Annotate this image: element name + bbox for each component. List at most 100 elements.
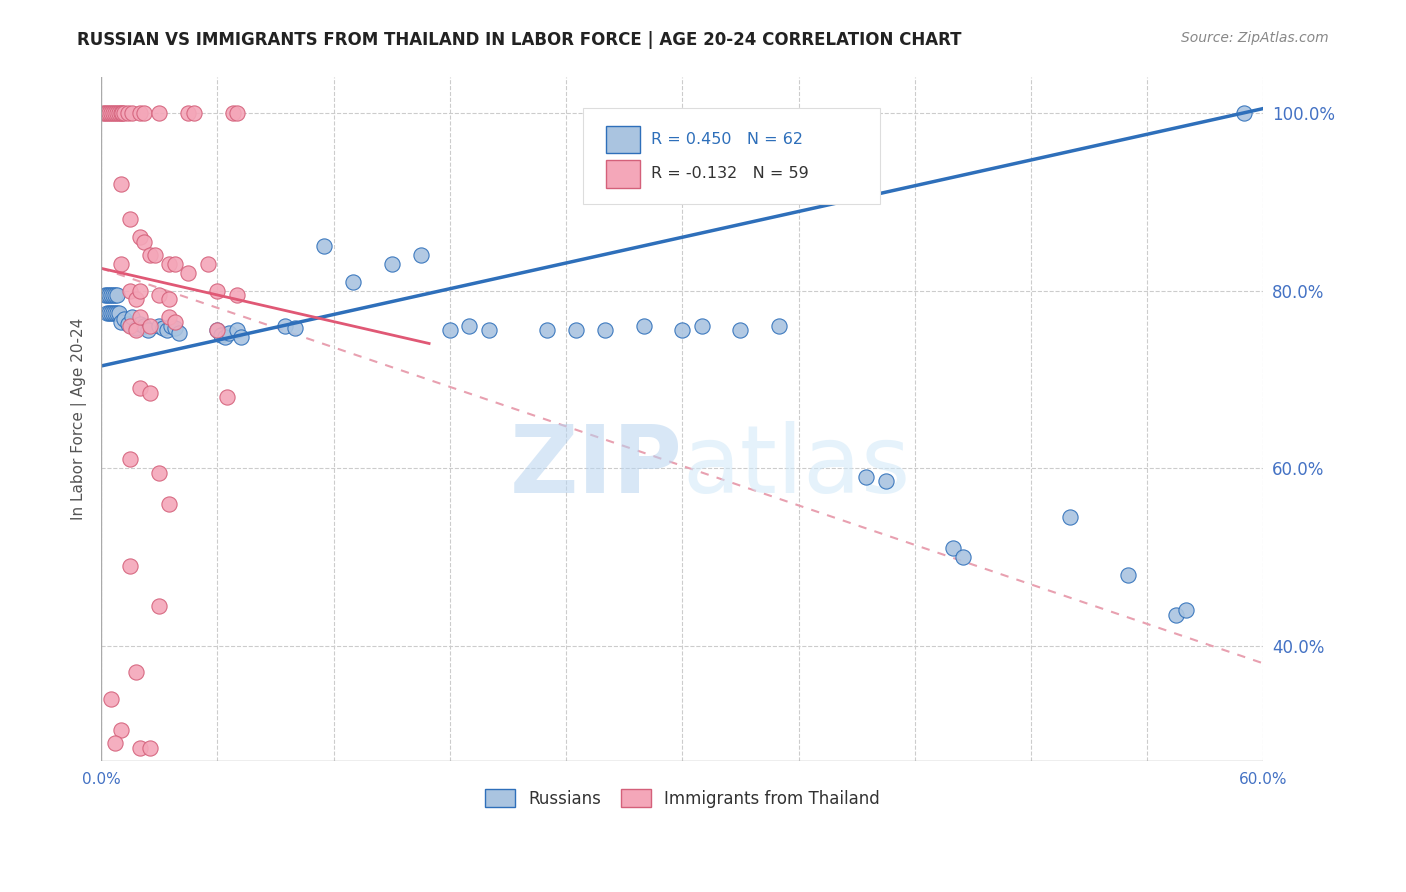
Point <box>128 106 150 120</box>
Point <box>152 321 174 335</box>
Point <box>229 329 252 343</box>
Point <box>100 306 122 320</box>
Text: 60.0%: 60.0% <box>1239 772 1288 787</box>
Text: Source: ZipAtlas.com: Source: ZipAtlas.com <box>1181 31 1329 45</box>
Point <box>439 323 461 337</box>
Point <box>107 106 129 120</box>
Point <box>671 323 693 337</box>
Point <box>177 106 200 120</box>
Point <box>105 288 128 302</box>
Point <box>112 106 135 120</box>
Point <box>121 310 143 325</box>
Point <box>125 665 148 680</box>
Point <box>690 319 713 334</box>
Point <box>128 230 150 244</box>
Point <box>120 212 142 227</box>
Point <box>148 106 170 120</box>
Text: ZIP: ZIP <box>509 421 682 513</box>
Point <box>96 106 118 120</box>
Point <box>110 257 132 271</box>
Point <box>101 288 124 302</box>
Point <box>107 306 129 320</box>
Point <box>157 293 180 307</box>
Point <box>111 106 134 120</box>
Point <box>120 452 142 467</box>
Point <box>148 466 170 480</box>
Point <box>96 306 118 320</box>
Point <box>312 239 335 253</box>
Point <box>120 284 142 298</box>
Text: 0.0%: 0.0% <box>82 772 121 787</box>
Point <box>633 319 655 334</box>
Point <box>101 106 124 120</box>
FancyBboxPatch shape <box>583 108 880 204</box>
Point <box>225 288 247 302</box>
Point <box>730 323 752 337</box>
Point <box>105 306 128 320</box>
Point <box>104 106 127 120</box>
Point <box>1116 567 1139 582</box>
Point <box>100 288 122 302</box>
Point <box>952 549 974 564</box>
Point <box>1166 607 1188 622</box>
Point <box>207 323 229 337</box>
Point <box>218 326 240 340</box>
Point <box>117 106 139 120</box>
Point <box>112 312 135 326</box>
Point <box>209 327 232 342</box>
Point <box>120 319 142 334</box>
Point <box>855 470 877 484</box>
Point <box>381 257 404 271</box>
Point <box>100 692 122 706</box>
Point <box>222 106 245 120</box>
Point <box>177 266 200 280</box>
Point <box>942 541 965 555</box>
Point <box>125 293 148 307</box>
Point <box>125 323 148 337</box>
Point <box>163 315 186 329</box>
Point <box>110 723 132 737</box>
Point <box>409 248 432 262</box>
Point <box>477 323 499 337</box>
Point <box>167 326 190 340</box>
FancyBboxPatch shape <box>606 161 641 187</box>
Point <box>875 475 897 489</box>
Point <box>157 257 180 271</box>
Point <box>128 318 150 332</box>
Point <box>105 106 128 120</box>
Point <box>110 177 132 191</box>
Point <box>148 319 170 334</box>
Point <box>104 306 127 320</box>
Point <box>536 323 558 337</box>
Point <box>128 381 150 395</box>
Point <box>110 106 132 120</box>
Point <box>215 390 238 404</box>
Point <box>132 235 155 249</box>
FancyBboxPatch shape <box>606 126 641 153</box>
Point <box>136 323 159 337</box>
Text: atlas: atlas <box>682 421 911 513</box>
Point <box>128 310 150 325</box>
Legend: Russians, Immigrants from Thailand: Russians, Immigrants from Thailand <box>478 783 887 814</box>
Point <box>97 288 120 302</box>
Point <box>458 319 481 334</box>
Point <box>1059 510 1081 524</box>
Point <box>593 323 616 337</box>
Point <box>145 248 167 262</box>
Point <box>128 740 150 755</box>
Point <box>138 740 160 755</box>
Point <box>97 306 120 320</box>
Y-axis label: In Labor Force | Age 20-24: In Labor Force | Age 20-24 <box>72 318 87 520</box>
Point <box>128 284 150 298</box>
Point <box>148 599 170 613</box>
Point <box>1174 603 1197 617</box>
Point <box>94 106 117 120</box>
Point <box>138 319 160 334</box>
Point <box>157 497 180 511</box>
Point <box>100 106 122 120</box>
Point <box>564 323 586 337</box>
Point <box>104 288 127 302</box>
Point <box>225 323 247 337</box>
Text: RUSSIAN VS IMMIGRANTS FROM THAILAND IN LABOR FORCE | AGE 20-24 CORRELATION CHART: RUSSIAN VS IMMIGRANTS FROM THAILAND IN L… <box>77 31 962 49</box>
Point <box>284 321 307 335</box>
